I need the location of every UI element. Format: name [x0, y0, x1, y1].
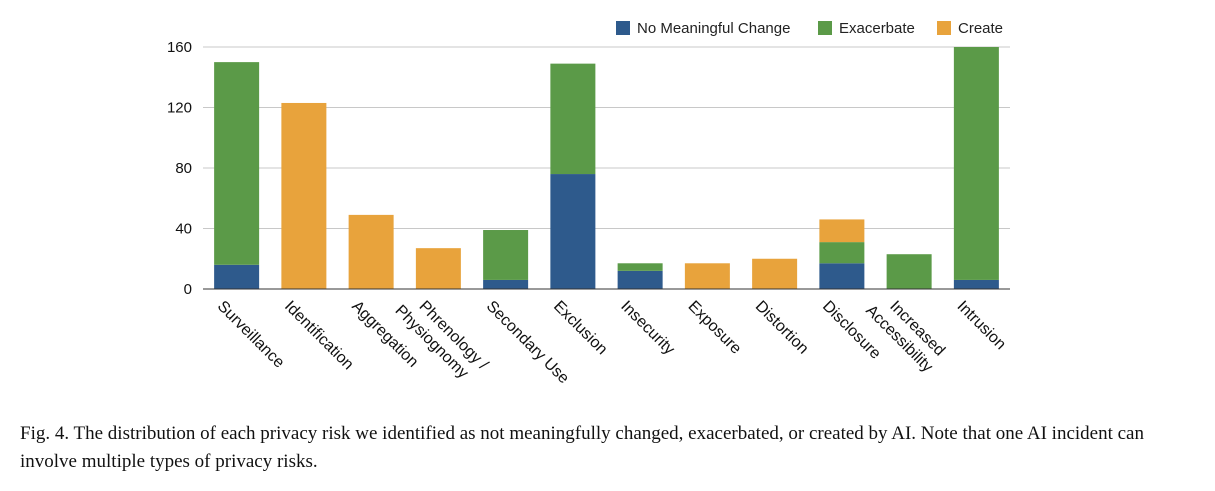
- x-tick-label: Phrenology /Physiognomy: [392, 288, 492, 388]
- bar-segment: [819, 263, 865, 289]
- bar-segment: [550, 63, 596, 175]
- bar-segment: [617, 263, 663, 271]
- legend-swatch: [616, 21, 630, 35]
- x-tick-label: Distortion: [752, 298, 812, 358]
- x-tick-label: Identification: [281, 298, 357, 374]
- legend-swatch: [937, 21, 951, 35]
- bar-segment: [214, 62, 260, 265]
- x-tick-label: Insecurity: [617, 298, 677, 358]
- bar-segment: [819, 219, 865, 243]
- bar-segment: [819, 242, 865, 264]
- bar-segment: [617, 270, 663, 289]
- legend-label: No Meaningful Change: [637, 20, 790, 37]
- x-tick-label: Surveillance: [214, 298, 288, 372]
- bar-segment: [953, 279, 999, 289]
- y-tick-label: 40: [175, 221, 192, 238]
- x-tick-label: IncreasedAccessibility: [862, 288, 950, 376]
- bar-segment: [752, 258, 798, 289]
- x-tick-label: Exclusion: [550, 298, 610, 358]
- bars: [214, 47, 999, 290]
- figure-caption: Fig. 4. The distribution of each privacy…: [20, 423, 1144, 472]
- legend-label: Exacerbate: [839, 20, 915, 37]
- x-tick-label: Intrusion: [954, 298, 1009, 353]
- bar-segment: [483, 279, 529, 289]
- y-tick-label: 160: [167, 39, 192, 56]
- bar-segment: [415, 248, 461, 289]
- bar-segment: [483, 230, 529, 280]
- bar-segment: [214, 264, 260, 289]
- y-tick-label: 120: [167, 100, 192, 117]
- gridlines: [203, 46, 1010, 229]
- bar-segment: [550, 174, 596, 289]
- bar-segment: [886, 254, 932, 289]
- bar-segment: [953, 47, 999, 280]
- bar-segment: [684, 263, 730, 289]
- bar-segment: [348, 214, 394, 289]
- bar-segment: [281, 102, 327, 290]
- x-tick-label: Exposure: [685, 298, 745, 358]
- y-tick-label: 80: [175, 160, 192, 177]
- legend-swatch: [818, 21, 832, 35]
- legend-label: Create: [958, 20, 1003, 37]
- y-tick-label: 0: [184, 281, 192, 298]
- legend: No Meaningful Change Exacerbate Create: [616, 20, 1003, 37]
